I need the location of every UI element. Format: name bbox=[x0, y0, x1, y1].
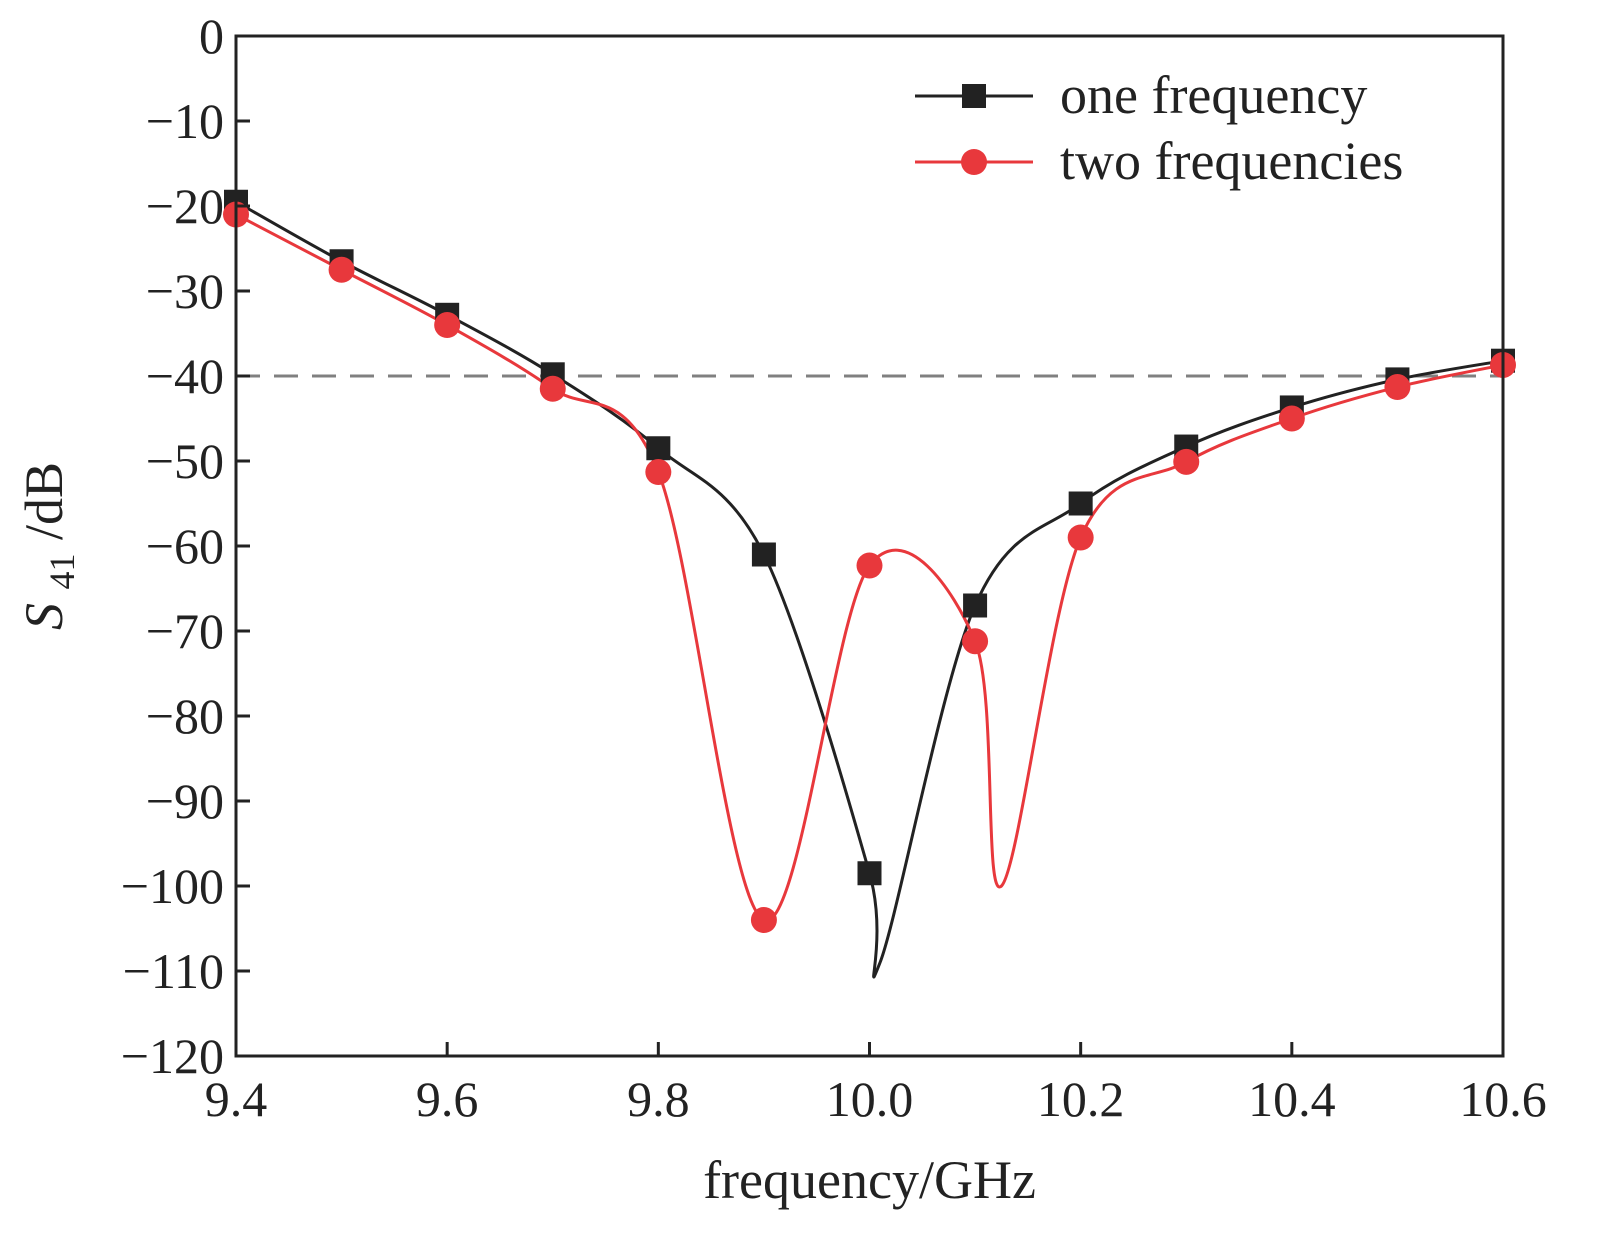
x-tick-label: 10.4 bbox=[1248, 1071, 1336, 1127]
y-tick-label: −30 bbox=[146, 263, 224, 319]
y-tick-label: 0 bbox=[199, 8, 224, 64]
y-tick-label: −40 bbox=[146, 348, 224, 404]
legend-label-one-frequency: one frequency bbox=[1060, 65, 1367, 125]
legend-label-two-frequencies: two frequencies bbox=[1060, 131, 1403, 191]
x-tick-label: 9.4 bbox=[205, 1071, 268, 1127]
data-point-one-frequency bbox=[963, 593, 988, 618]
y-axis-title-unit: /dB bbox=[14, 462, 74, 540]
legend-marker-one-frequency bbox=[962, 84, 986, 108]
marker-layer bbox=[223, 189, 1516, 933]
y-tick-label: −20 bbox=[146, 178, 224, 234]
tick-layer: 0 −10 −20 −30 −40 −50 −60 −70 −80 −90 −100 −110 −120… bbox=[121, 8, 1547, 1127]
y-axis-title-subscript: 41 bbox=[42, 554, 82, 590]
data-point-two-frequencies bbox=[1384, 374, 1411, 401]
data-point-one-frequency bbox=[751, 542, 776, 567]
x-tick-label: 9.6 bbox=[416, 1071, 479, 1127]
data-point-one-frequency bbox=[646, 436, 671, 461]
data-point-one-frequency bbox=[857, 861, 882, 886]
data-point-two-frequencies bbox=[1067, 524, 1094, 551]
data-point-two-frequencies bbox=[856, 552, 883, 579]
data-point-two-frequencies bbox=[1278, 405, 1305, 432]
y-tick-label: −120 bbox=[121, 1028, 224, 1084]
y-tick-label: −60 bbox=[146, 518, 224, 574]
series-line-two-frequencies bbox=[235, 213, 1504, 922]
data-point-two-frequencies bbox=[750, 907, 777, 933]
x-tick-label: 10.2 bbox=[1037, 1071, 1125, 1127]
y-axis-title: S 41 /dB bbox=[14, 462, 86, 630]
curve-layer bbox=[235, 200, 1504, 979]
x-axis-title: frequency/GHz bbox=[703, 1150, 1036, 1210]
y-tick-label: −80 bbox=[146, 688, 224, 744]
x-tick-label: 10.6 bbox=[1459, 1071, 1547, 1127]
y-axis-title-base: S bbox=[14, 603, 74, 630]
y-tick-label: −70 bbox=[146, 603, 224, 659]
data-point-two-frequencies bbox=[434, 312, 461, 338]
data-point-two-frequencies bbox=[539, 375, 566, 402]
data-point-two-frequencies bbox=[1173, 448, 1200, 475]
legend-marker-two-frequencies bbox=[961, 149, 987, 175]
x-tick-label: 10.0 bbox=[826, 1071, 914, 1127]
y-tick-label: −10 bbox=[146, 93, 224, 149]
y-tick-label: −110 bbox=[123, 943, 224, 999]
data-point-two-frequencies bbox=[962, 628, 989, 655]
data-point-two-frequencies bbox=[328, 256, 355, 283]
data-point-one-frequency bbox=[1068, 491, 1093, 516]
y-tick-label: −90 bbox=[146, 773, 224, 829]
y-tick-label: −100 bbox=[121, 858, 224, 914]
x-tick-label: 9.8 bbox=[627, 1071, 690, 1127]
y-tick-label: −50 bbox=[146, 433, 224, 489]
data-point-two-frequencies bbox=[645, 459, 672, 486]
series-line-one-frequency bbox=[235, 200, 1504, 979]
